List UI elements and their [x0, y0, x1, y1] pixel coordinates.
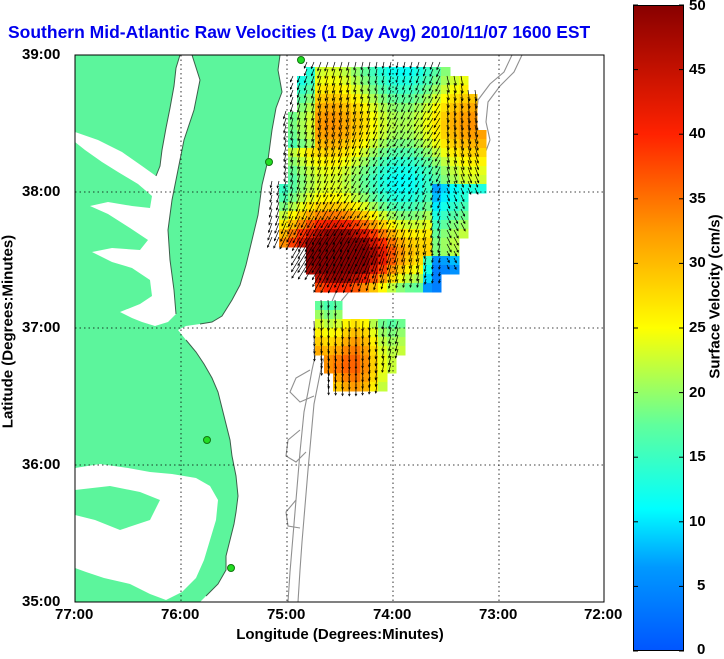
x-tick-label: 77:00 [55, 606, 94, 623]
station-marker [227, 564, 235, 572]
colorbar [633, 5, 684, 651]
colorbar-tick-label: 45 [689, 60, 706, 78]
grid-lines [75, 55, 604, 602]
y-axis-label: Latitude (Degrees:Minutes) [0, 234, 17, 429]
x-tick-label: 75:00 [267, 606, 306, 623]
colorbar-tick-label: 15 [689, 448, 706, 466]
colorbar-tick-label: 20 [689, 383, 706, 401]
colorbar-tick-label: 40 [689, 125, 706, 143]
colorbar-tick-label: 50 [689, 0, 706, 14]
colorbar-fill [633, 5, 684, 651]
colorbar-tick-label: 25 [689, 319, 706, 336]
velocity-vectors [267, 61, 480, 397]
x-tick-label: 74:00 [373, 606, 412, 623]
colorbar-tick-label: 10 [689, 512, 706, 530]
land-mass [75, 55, 282, 602]
chesapeake-bay [75, 55, 200, 326]
land-peninsula [75, 486, 160, 530]
plot-frame [74, 54, 605, 603]
colorbar-tick-label: 30 [689, 254, 706, 272]
velocity-color-field [279, 67, 487, 392]
colorbar-tick-label: 35 [689, 189, 706, 207]
y-tick-label: 35:00 [22, 593, 61, 610]
y-tick-label: 36:00 [22, 456, 61, 473]
x-tick-label: 76:00 [161, 606, 200, 623]
x-tick-label: 73:00 [479, 606, 518, 623]
x-axis-label: Longitude (Degrees:Minutes) [236, 626, 444, 643]
colorbar-tick-label: 0 [697, 641, 706, 658]
station-markers [203, 56, 305, 572]
y-tick-label: 39:00 [22, 46, 61, 63]
y-tick-label: 37:00 [22, 319, 61, 336]
station-marker [297, 56, 305, 64]
y-tick-label: 38:00 [22, 183, 61, 200]
station-marker [265, 158, 273, 166]
station-marker [203, 436, 211, 444]
colorbar-label: Surface Velocity (cm/s) [706, 214, 724, 379]
colorbar-tick-label: 5 [697, 577, 706, 595]
map-title: Southern Mid-Atlantic Raw Velocities (1 … [8, 22, 591, 42]
x-tick-label: 72:00 [584, 606, 623, 623]
